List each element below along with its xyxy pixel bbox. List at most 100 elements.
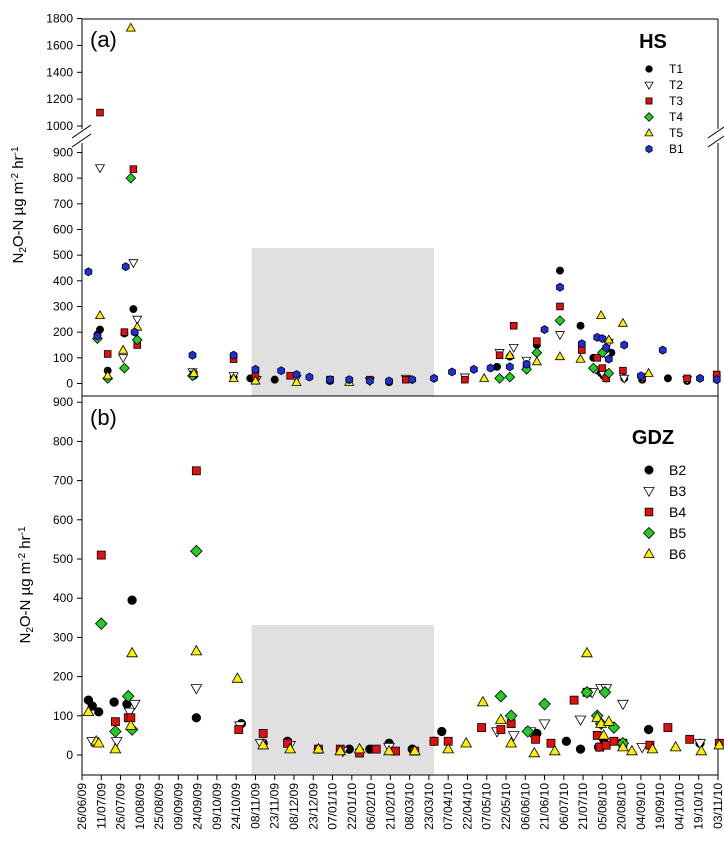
- data-point-b3: [636, 743, 649, 754]
- data-point-b6: [597, 729, 610, 740]
- data-point-t2: [619, 374, 630, 384]
- x-tick-label: 23/03/10: [422, 783, 436, 830]
- data-point-b6: [625, 744, 638, 756]
- data-point-b1: [598, 334, 607, 344]
- x-tick-label: 07/04/10: [441, 783, 455, 830]
- legend-label-t3: T3: [669, 94, 683, 108]
- data-point-t5: [575, 353, 586, 363]
- data-point-t4: [131, 334, 143, 346]
- y-tick-label: 400: [53, 591, 73, 605]
- data-point-b3: [110, 737, 123, 748]
- y-tick-label: 0: [66, 748, 73, 762]
- data-point-t2: [128, 259, 139, 269]
- data-point-b6: [124, 719, 137, 730]
- data-point-b2: [643, 724, 654, 735]
- x-tick-label: 08/12/09: [287, 783, 301, 830]
- data-point-b1: [251, 364, 260, 374]
- data-point-b4: [111, 717, 120, 727]
- legend-marker-b2: [644, 465, 654, 475]
- data-point-b6: [646, 742, 659, 754]
- data-point-b1: [602, 343, 611, 353]
- data-point-b4: [569, 695, 579, 705]
- data-point-b5: [109, 725, 122, 738]
- data-point-b1: [93, 331, 102, 341]
- x-tick-label: 11/07/09: [94, 783, 108, 829]
- x-tick-label: 21/02/10: [383, 783, 397, 830]
- x-tick-label: 05/08/10: [595, 783, 609, 830]
- data-point-b6: [408, 744, 421, 756]
- data-point-b6: [602, 715, 615, 726]
- legend-marker-b1: [645, 144, 653, 154]
- data-point-b5: [190, 544, 203, 558]
- data-point-b5: [494, 689, 508, 703]
- legend-marker-t3: [645, 97, 653, 105]
- data-point-t3: [495, 351, 504, 360]
- x-tick-label: 03/11/10: [711, 783, 724, 829]
- y-tick-label: 900: [53, 395, 73, 409]
- legend-label-t4: T4: [669, 110, 683, 124]
- x-tick-label: 22/01/10: [345, 783, 359, 830]
- panel-label: (a): [90, 27, 117, 52]
- y-tick-label: 500: [53, 248, 73, 262]
- data-point-t5: [125, 22, 136, 32]
- data-point-t5: [479, 372, 490, 382]
- data-point-b6: [528, 746, 541, 758]
- data-point-b6: [82, 705, 95, 717]
- data-point-t3: [556, 302, 564, 311]
- data-point-b6: [442, 742, 455, 754]
- data-point-t5: [531, 356, 542, 366]
- data-point-b4: [283, 738, 292, 748]
- data-point-b4: [96, 550, 106, 560]
- data-point-b6: [92, 736, 105, 748]
- y-tick-label: 100: [53, 351, 73, 365]
- data-point-b1: [604, 354, 613, 364]
- data-point-t4: [125, 172, 137, 184]
- data-point-b6: [383, 744, 396, 756]
- data-point-b1: [556, 282, 564, 292]
- data-point-b2: [561, 736, 572, 746]
- data-point-t3: [120, 328, 129, 336]
- data-point-t2: [554, 331, 566, 341]
- panel-b: 0 100 200 300 400 500 600 700 800 900 N2O-N µg m-2…: [17, 395, 724, 830]
- x-tick-label: 22/04/10: [460, 783, 474, 830]
- x-tick-label: 23/12/09: [306, 783, 320, 830]
- data-point-b6: [109, 742, 122, 754]
- data-point-b1: [130, 327, 139, 337]
- data-point-t2: [94, 164, 106, 174]
- y-tick-label: 1800: [46, 12, 73, 26]
- data-point-t3: [533, 337, 541, 345]
- legend-marker-b3: [643, 486, 655, 498]
- x-tick-label: 26/07/09: [114, 783, 128, 830]
- x-tick-label: 20/08/10: [615, 783, 629, 830]
- y-tick-label: 800: [53, 434, 73, 448]
- data-point-b5: [538, 697, 551, 711]
- data-point-t3: [402, 375, 410, 384]
- data-point-t1: [555, 266, 564, 275]
- x-tick-label: 08/11/09: [248, 783, 262, 829]
- data-point-t4: [603, 367, 615, 379]
- data-point-b5: [121, 689, 135, 703]
- y-tick-label: 600: [53, 513, 73, 527]
- data-point-t5: [102, 370, 113, 380]
- legend-label-t1: T1: [669, 62, 683, 76]
- data-point-t1: [129, 305, 138, 314]
- x-tick-label: 21/06/10: [538, 783, 552, 830]
- data-point-t5: [118, 344, 129, 354]
- data-point-t4: [504, 371, 516, 383]
- data-point-b2: [109, 697, 119, 707]
- x-tick-label: 23/11/09: [268, 783, 282, 829]
- site-label: GDZ: [632, 427, 674, 449]
- data-point-b4: [496, 725, 506, 734]
- data-point-b3: [190, 684, 203, 695]
- legend-label-b5: B5: [669, 525, 686, 541]
- data-point-b3: [694, 739, 706, 750]
- x-tick-label: 07/05/10: [480, 783, 494, 830]
- data-point-b2: [127, 595, 137, 605]
- data-point-t5: [554, 351, 566, 361]
- data-point-b6: [231, 672, 244, 683]
- x-tick-label: 09/10/09: [210, 783, 224, 830]
- data-point-b6: [126, 646, 139, 658]
- data-point-b6: [616, 740, 629, 752]
- y-tick-label: 300: [53, 630, 73, 644]
- data-point-b6: [353, 742, 366, 754]
